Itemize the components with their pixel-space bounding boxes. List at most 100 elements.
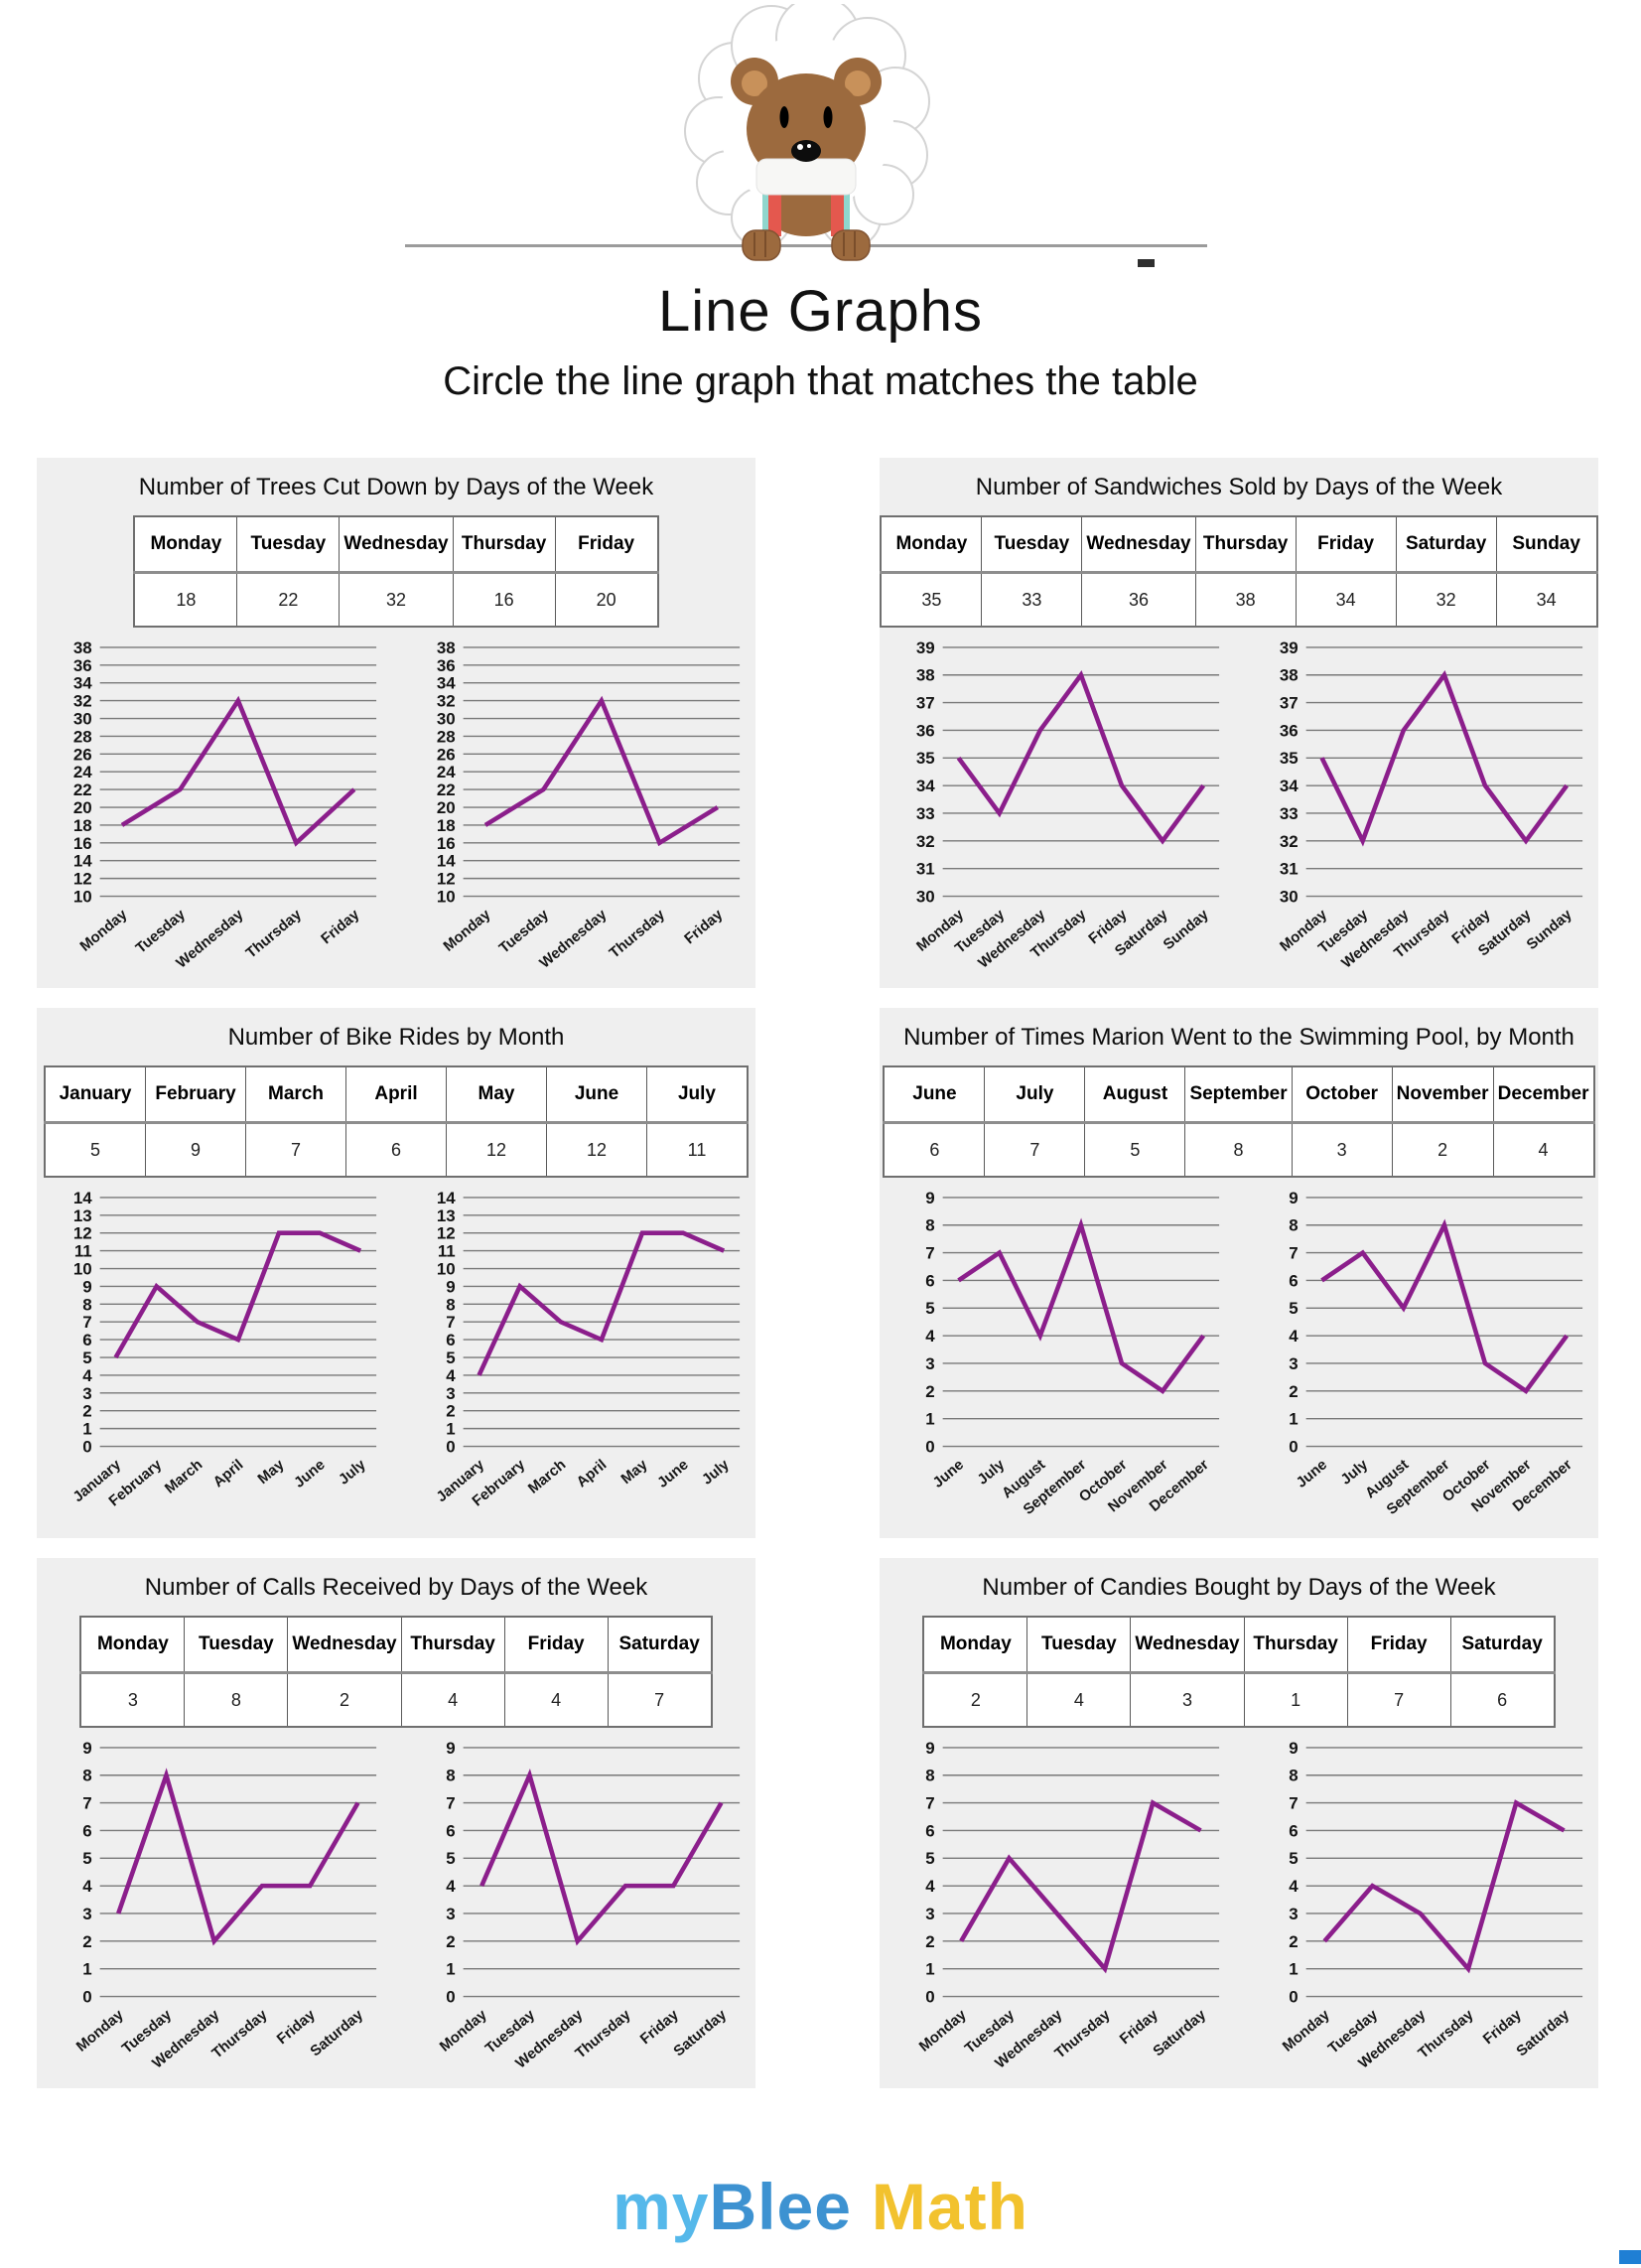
y-tick-label: 5 — [446, 1348, 455, 1367]
chart-pair: 9 8 7 6 5 4 3 2 1 0 June July August September October… — [880, 1182, 1598, 1538]
line-chart-option-right[interactable]: 14131211109876543210JanuaryFebruaryMarch… — [411, 1182, 745, 1538]
table-value-cell: 20 — [554, 572, 659, 628]
y-tick-label: 3 — [82, 1905, 91, 1923]
y-tick-label: 12 — [73, 1224, 92, 1243]
y-tick-label: 9 — [82, 1277, 91, 1296]
y-tick-label: 6 — [925, 1821, 934, 1840]
lion-mascot-illustration — [684, 4, 930, 261]
y-tick-label: 7 — [1289, 1244, 1298, 1263]
y-tick-label: 22 — [437, 780, 456, 799]
line-chart-option-left[interactable]: 39383736353433323130MondayTuesdayWednesd… — [890, 632, 1224, 988]
table-header-row: Monday Tuesday Wednesday Thursday Friday Satu… — [880, 515, 1598, 573]
data-line — [959, 1799, 1202, 1974]
y-tick-label: 5 — [82, 1348, 91, 1367]
line-chart-option-right[interactable]: 9876543210MondayTuesdayWednesdayThursday… — [411, 1732, 745, 2088]
table-header-cell: Thursday — [400, 1616, 505, 1673]
worksheet-panel: Number of Trees Cut Down by Days of the … — [37, 458, 755, 988]
table-value-cell: 6 — [883, 1122, 986, 1178]
y-tick-label: 7 — [82, 1794, 91, 1813]
x-axis-label: July — [700, 1457, 734, 1488]
y-tick-label: 2 — [925, 1382, 934, 1401]
table-value-cell: 18 — [133, 572, 238, 628]
panel-title: Number of Calls Received by Days of the … — [144, 1574, 648, 1601]
y-tick-label: 28 — [437, 727, 456, 746]
x-axis-label: Monday — [441, 907, 494, 955]
y-tick-label: 5 — [925, 1299, 934, 1318]
y-tick-label: 9 — [446, 1277, 455, 1296]
x-axis-label: Friday — [1480, 2007, 1525, 2048]
lion-paws — [742, 229, 871, 261]
data-line — [1320, 1218, 1570, 1394]
y-tick-label: 37 — [1280, 694, 1299, 713]
y-tick-label: 26 — [73, 745, 92, 764]
table-value-cell: 11 — [646, 1122, 749, 1178]
y-tick-label: 10 — [437, 1259, 456, 1278]
x-axis-label: Friday — [319, 907, 363, 947]
y-tick-label: 5 — [1289, 1299, 1298, 1318]
y-tick-label: 11 — [438, 1242, 456, 1261]
table-header-cell: Friday — [503, 1616, 609, 1673]
table-header-cell: Tuesday — [236, 515, 341, 573]
table-value-cell: 34 — [1295, 572, 1397, 628]
y-tick-label: 0 — [82, 1987, 91, 2006]
line-chart-option-left[interactable]: 9876543210MondayTuesdayWednesdayThursday… — [48, 1732, 381, 2088]
y-tick-label: 0 — [1289, 1987, 1298, 2006]
table-value-cell: 7 — [984, 1122, 1086, 1178]
y-tick-label: 3 — [446, 1384, 455, 1403]
x-axis-label: May — [618, 1457, 651, 1488]
table-header-cell: Saturday — [1395, 515, 1497, 573]
y-tick-label: 9 — [925, 1189, 934, 1207]
y-tick-label: 2 — [446, 1932, 455, 1951]
table-value-cell: 38 — [1194, 572, 1297, 628]
table-header-cell: January — [44, 1065, 146, 1123]
y-tick-label: 12 — [437, 870, 456, 889]
y-tick-label: 33 — [1280, 804, 1299, 823]
x-axis-label: Saturday — [1514, 2007, 1573, 2060]
y-tick-label: 33 — [916, 804, 935, 823]
y-tick-label: 0 — [82, 1437, 91, 1456]
x-axis-label: July — [337, 1457, 370, 1488]
table-header-row: Monday Tuesday Wednesday Thursday Friday Satu… — [79, 1616, 713, 1673]
line-chart-option-left[interactable]: 14131211109876543210JanuaryFebruaryMarch… — [48, 1182, 381, 1538]
line-chart-option-right[interactable]: 39383736353433323130MondayTuesdayWednesd… — [1254, 632, 1587, 988]
worksheet-panel: Number of Calls Received by Days of the … — [37, 1558, 755, 2088]
table-header-cell: August — [1084, 1065, 1186, 1123]
worksheet-panel: Number of Candies Bought by Days of the … — [880, 1558, 1598, 2088]
y-tick-label: 3 — [82, 1384, 91, 1403]
table-header-cell: Monday — [880, 515, 983, 573]
y-tick-label: 20 — [73, 798, 92, 817]
table-value-row: 5 9 7 6 12 12 11 — [44, 1122, 749, 1178]
x-axis-label: April — [210, 1457, 246, 1490]
y-tick-label: 24 — [73, 763, 92, 781]
table-header-cell: October — [1291, 1065, 1393, 1123]
table-value-cell: 3 — [79, 1672, 186, 1728]
line-chart-option-right[interactable]: 9876543210MondayTuesdayWednesdayThursday… — [1254, 1732, 1587, 2088]
data-line — [120, 695, 356, 847]
table-header-cell: July — [646, 1065, 749, 1123]
y-tick-label: 7 — [446, 1313, 455, 1332]
y-tick-label: 13 — [437, 1206, 456, 1225]
y-tick-label: 1 — [1289, 1960, 1298, 1979]
table-header-cell: February — [145, 1065, 246, 1123]
page-subtitle: Circle the line graph that matches the t… — [443, 359, 1198, 403]
y-tick-label: 24 — [437, 763, 456, 781]
lion-suspenders — [762, 189, 850, 236]
x-axis-label: Thursday — [607, 907, 668, 962]
line-chart-option-left[interactable]: 9876543210MondayTuesdayWednesdayThursday… — [890, 1732, 1224, 2088]
y-tick-label: 8 — [82, 1767, 91, 1785]
table-header-cell: April — [345, 1065, 447, 1123]
data-line — [116, 1768, 360, 1946]
y-tick-label: 3 — [1289, 1354, 1298, 1373]
y-tick-label: 34 — [437, 674, 456, 693]
y-tick-label: 4 — [82, 1366, 92, 1385]
y-tick-label: 31 — [916, 860, 935, 879]
edge-mark — [1138, 259, 1155, 267]
y-tick-label: 5 — [1289, 1849, 1298, 1868]
y-tick-label: 6 — [82, 1331, 91, 1349]
x-axis-label: Friday — [682, 907, 727, 947]
